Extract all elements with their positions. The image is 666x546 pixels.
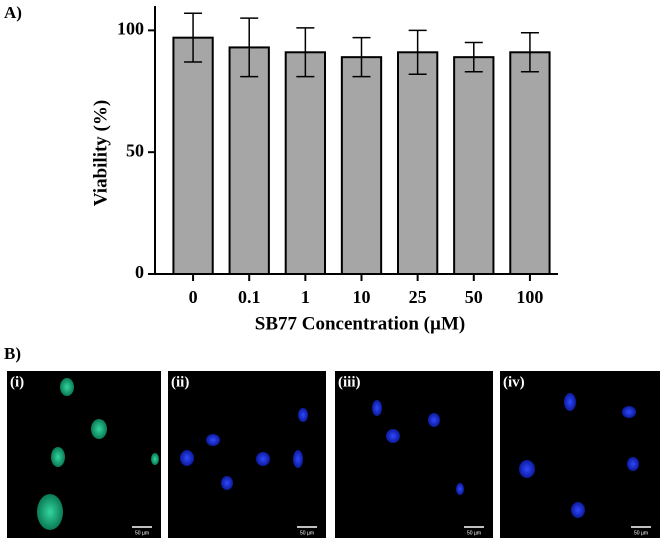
- x-tick-label: 25: [409, 287, 427, 307]
- panel-label: A): [4, 3, 22, 22]
- scale-label: 50 µm: [300, 530, 314, 536]
- error-bar: [240, 17, 259, 78]
- error-bar: [184, 12, 203, 63]
- error-bar: [352, 36, 371, 78]
- image-label: (iv): [503, 374, 525, 390]
- y-tick-label: 0: [135, 262, 144, 282]
- panel-label: B): [4, 344, 21, 363]
- y-tick-label: 100: [117, 18, 144, 38]
- bar: [228, 46, 270, 275]
- scale-label: 50 µm: [135, 530, 149, 536]
- scale-label: 50 µm: [467, 530, 481, 536]
- image-label: (iii): [338, 374, 361, 390]
- error-bar: [408, 29, 427, 75]
- bar: [284, 51, 327, 275]
- error-bar: [464, 41, 483, 73]
- images: [7, 371, 660, 538]
- y-tick-label: 50: [126, 140, 144, 160]
- bar: [509, 51, 551, 275]
- error-bar: [296, 27, 315, 78]
- x-tick-label: 10: [353, 287, 371, 307]
- x-tick-label: 50: [465, 287, 483, 307]
- image-label: (i): [10, 374, 24, 390]
- x-tick-label: 0.1: [238, 287, 261, 307]
- micrograph: [335, 371, 493, 538]
- bar: [396, 51, 439, 275]
- x-tick-label: 100: [516, 287, 543, 307]
- x-tick-label: 1: [301, 287, 310, 307]
- scale-label: 50 µm: [634, 530, 648, 536]
- x-axis-label: SB77 Concentration (µM): [255, 313, 465, 334]
- bar: [172, 36, 214, 275]
- error-bar: [520, 32, 539, 73]
- micrograph: [7, 371, 161, 538]
- cells: [37, 378, 159, 530]
- image-label: (ii): [171, 374, 189, 390]
- cells: [180, 393, 639, 518]
- bar: [453, 56, 495, 275]
- bar: [340, 56, 383, 275]
- x-tick-label: 0: [189, 287, 198, 307]
- y-axis-label: Viability (%): [90, 100, 111, 206]
